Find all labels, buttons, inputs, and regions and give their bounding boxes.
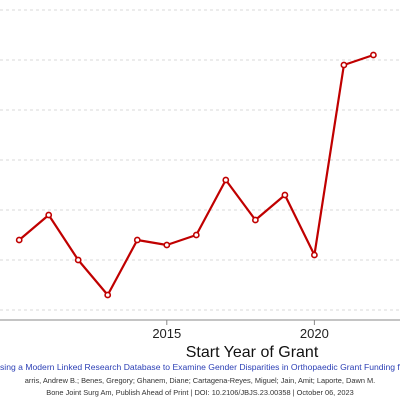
- data-point[interactable]: [133, 236, 141, 244]
- data-point[interactable]: [369, 51, 377, 59]
- data-point[interactable]: [192, 231, 200, 239]
- data-point[interactable]: [340, 61, 348, 69]
- data-point[interactable]: [281, 191, 289, 199]
- x-ticks: 2015 2020: [152, 320, 329, 341]
- data-point[interactable]: [74, 256, 82, 264]
- caption-journal: Bone Joint Surg Am, Publish Ahead of Pri…: [46, 388, 354, 397]
- data-point[interactable]: [251, 216, 259, 224]
- grid-lines: [0, 9, 400, 311]
- data-point[interactable]: [45, 211, 53, 219]
- data-point[interactable]: [15, 236, 23, 244]
- x-tick-label: 2020: [300, 326, 329, 341]
- series-line: [18, 53, 374, 297]
- caption-authors: arris, Andrew B.; Benes, Gregory; Ghanem…: [24, 376, 376, 385]
- data-point[interactable]: [310, 251, 318, 259]
- data-point[interactable]: [104, 291, 112, 299]
- caption-title[interactable]: sing a Modern Linked Research Database t…: [0, 362, 400, 372]
- data-points: [15, 51, 377, 299]
- x-axis-title: Start Year of Grant: [186, 344, 319, 361]
- data-point[interactable]: [222, 176, 230, 184]
- data-point[interactable]: [163, 241, 171, 249]
- x-tick-label: 2015: [152, 326, 181, 341]
